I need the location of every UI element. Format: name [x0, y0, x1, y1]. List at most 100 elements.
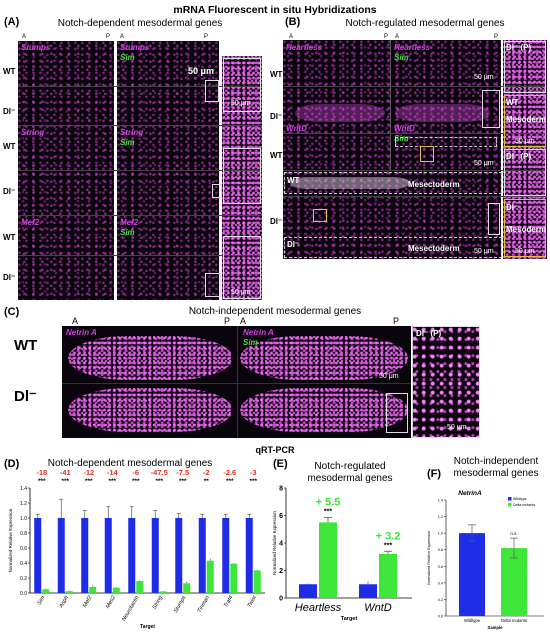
y-tick-label: 1.2 [20, 501, 27, 507]
fold-change: -14 [107, 468, 119, 477]
inset-frame [504, 199, 546, 257]
micrograph-c-inset [412, 326, 480, 438]
chart-e: 0 2 4 6 8 Normalized Relative Expression + 5.5… [272, 486, 412, 622]
x-tick-label: String [152, 594, 165, 610]
scalebar-label: 50 μm [474, 248, 494, 255]
scalebar-label: 50 μm [474, 160, 494, 167]
y-tick-label: 0.8 [438, 548, 443, 552]
row-label: WT [3, 233, 16, 242]
chart-d: 0.0 0.2 0.4 0.6 0.8 1.0 1.2 1.4 Normalized Relat… [8, 468, 265, 630]
inset-label: WT [506, 98, 519, 107]
divider [237, 326, 238, 438]
chart-title: NetrinA [458, 490, 482, 497]
fold-change: -18 [36, 468, 47, 477]
y-tick-label: 1.4 [438, 499, 443, 503]
y-tick-label: 6 [279, 513, 283, 520]
scalebar-label: 50 μm [515, 138, 535, 145]
significance: *** [249, 478, 257, 485]
axis-a2: A [240, 316, 247, 326]
y-axis-label: Normalized Relative Expression [427, 531, 431, 585]
gene-label: Netrin A [243, 328, 274, 337]
inset-label: Dl⁻ (P) [506, 152, 532, 161]
scalebar-label: 50 μm [447, 424, 467, 431]
fold-change: -47.5 [151, 468, 168, 477]
zoom-box [205, 80, 219, 102]
bar-mutant [183, 583, 191, 593]
mesectoderm-row-label: Dl⁻ [287, 240, 300, 249]
fold-change: -12 [83, 468, 94, 477]
x-tick-label: Wildtype [464, 618, 481, 623]
bar-mutant [379, 554, 397, 598]
x-tick-label: Heartless [295, 602, 342, 614]
significance: *** [132, 478, 140, 485]
zoom-box [488, 203, 500, 235]
gene-label: Stumps [120, 43, 150, 52]
chart-f: NetrinA 0.0 0.2 0.4 0.6 0.8 1.0 1.2 1.4 Normalize… [427, 490, 544, 630]
bar-wildtype [81, 518, 89, 593]
embryo-shape [290, 177, 410, 189]
y-tick-label: 0.4 [20, 561, 27, 567]
y-tick-label: 0.0 [438, 615, 443, 619]
zoom-box [386, 393, 408, 433]
gene-label: WntD [394, 124, 415, 133]
gene-label: Mef2 [120, 218, 139, 227]
significance: *** [85, 478, 93, 485]
panel-b-title: Notch-regulated mesodermal genes [345, 18, 505, 29]
bar [501, 548, 527, 616]
divider [18, 255, 262, 256]
bar-mutant [253, 570, 261, 593]
scalebar-label: 50 μm [188, 66, 215, 76]
x-tick-label: Delta mutants [501, 618, 527, 623]
bar-mutant [65, 591, 73, 593]
fold-change: -6 [132, 468, 139, 477]
gene-label: String [120, 128, 144, 137]
y-tick-label: 0.8 [20, 531, 27, 537]
bar-mutant [159, 591, 167, 593]
embryo-shape [240, 388, 408, 432]
y-tick-label: 1.2 [438, 515, 443, 519]
row-label: WT [3, 67, 16, 76]
dashed-region [395, 137, 497, 147]
scalebar-label: 50 μm [379, 373, 399, 380]
bar-wildtype [175, 518, 183, 593]
row-label: WT [270, 151, 283, 160]
inset-frame [223, 58, 261, 112]
bar-wildtype [198, 518, 206, 593]
inset-frame [504, 149, 546, 196]
inset-label: Dl⁻ [506, 203, 519, 212]
row-label: Dl⁻ [3, 273, 16, 282]
row-label: Dl⁻ [3, 107, 16, 116]
x-tick-label: Asph [58, 595, 70, 610]
significance: *** [108, 478, 116, 485]
mesectoderm-row-label: WT [287, 176, 300, 185]
y-tick-label: 0 [279, 596, 283, 603]
divider [283, 196, 547, 197]
merge-label: Sim [120, 53, 135, 62]
panel-f-title: Notch-independent mesodermal genes [453, 456, 539, 479]
bar-wildtype [245, 518, 253, 593]
significance: *** [179, 478, 187, 485]
bar-wildtype [299, 584, 317, 598]
divider [18, 170, 262, 171]
inset-label: Mesoderm [506, 115, 547, 124]
bar-wildtype [128, 518, 136, 593]
axis-a2: A [395, 34, 400, 40]
gene-label: Stumps [21, 43, 51, 52]
panel-a-label: (A) [4, 16, 20, 28]
row-label: WT [14, 337, 38, 354]
bar-mutant [42, 589, 50, 593]
x-tick-label: Twist [247, 595, 259, 609]
x-tick-label: Mef2 [82, 595, 93, 609]
micrograph-a-insets [222, 56, 262, 300]
axis-a2: A [120, 34, 125, 40]
legend-label: Wildtype [513, 497, 527, 501]
panel-e-title: Notch-regulated mesodermal genes [307, 461, 393, 484]
inset-frame [412, 326, 480, 438]
embryo-shape [295, 104, 385, 122]
axis-a1: A [72, 316, 79, 326]
bar-mutant [112, 587, 120, 593]
panel-f-label: (F) [427, 468, 442, 480]
y-tick-label: 2 [279, 568, 283, 575]
divider [390, 40, 391, 170]
gene-label: Mef2 [21, 218, 40, 227]
